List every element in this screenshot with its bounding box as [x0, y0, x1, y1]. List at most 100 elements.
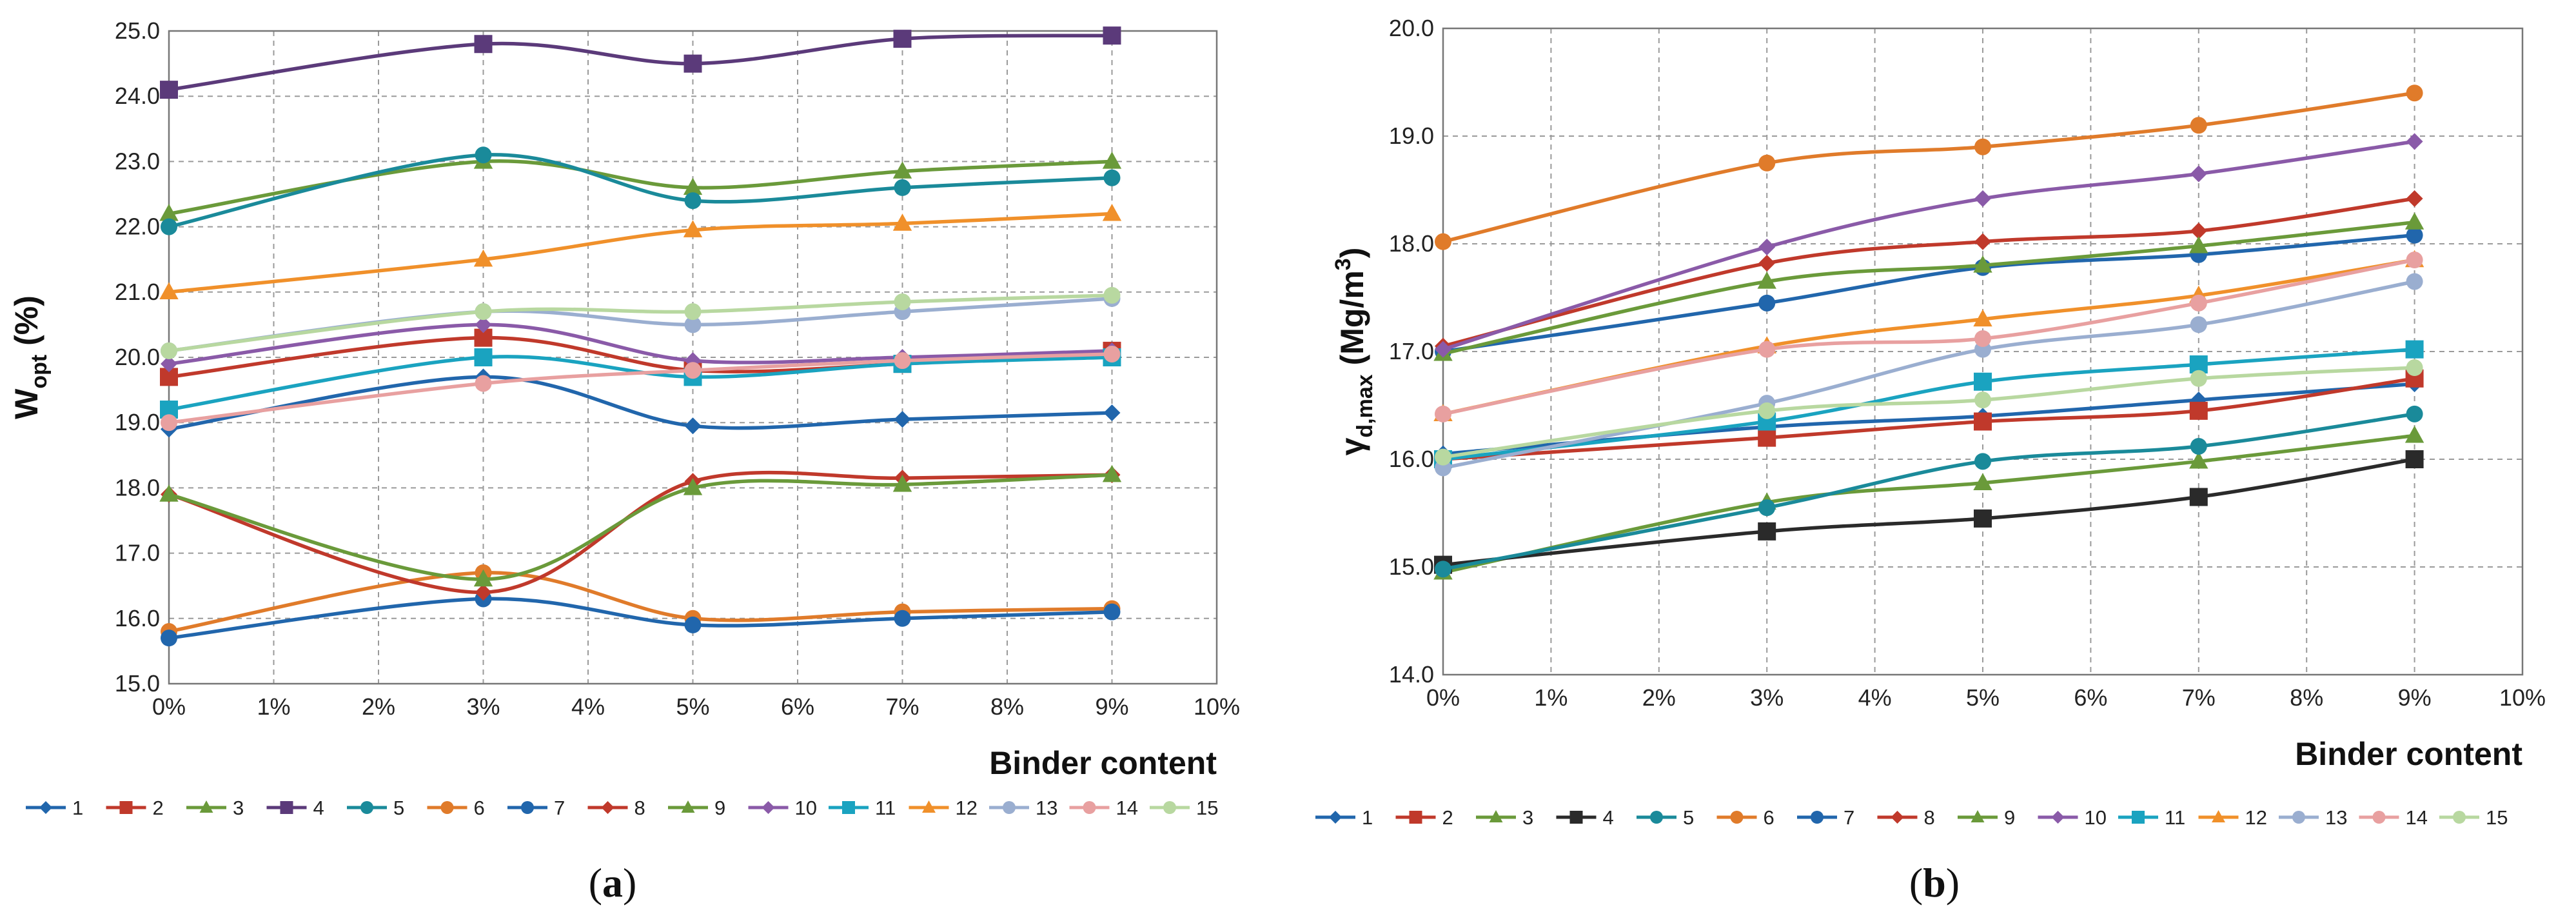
series-line: [1442, 220, 2415, 355]
legend-marker: [762, 801, 775, 814]
legend-label: 1: [72, 797, 83, 819]
legend-entry-1: 1: [26, 797, 83, 819]
data-point: [1102, 152, 1122, 169]
series-line: [168, 473, 1112, 581]
panel-label-close: ): [623, 860, 636, 906]
data-point: [160, 400, 178, 419]
data-point: [1974, 330, 1991, 347]
legend-marker: [922, 800, 936, 813]
data-point: [473, 569, 493, 587]
panel-label-open: (: [1909, 860, 1923, 906]
legend-entry-13: 13: [2279, 806, 2347, 829]
series-line: [168, 571, 1112, 633]
y-tick-labels: 14.0 15.0 16.0 17.0 18.0 19.0 20.0: [1389, 15, 1434, 688]
data-point: [1435, 405, 1451, 422]
legend-marker: [1891, 811, 1904, 824]
x-tick-label: 7%: [885, 693, 919, 720]
series-10: [1435, 133, 2423, 358]
y-axis-title-main: γ: [1334, 437, 1370, 455]
data-point: [683, 220, 703, 237]
x-tick-label: 1%: [257, 693, 290, 720]
x-tick-label: 6%: [2074, 684, 2107, 711]
legend-marker: [39, 801, 52, 814]
legend-entry-10: 10: [2038, 806, 2107, 829]
legend-entry-11: 11: [2118, 806, 2185, 829]
data-point: [1973, 309, 1992, 327]
legend-marker: [1811, 811, 1824, 824]
series-15: [161, 286, 1121, 359]
y-axis-title-subscript: opt: [27, 355, 52, 389]
data-point: [684, 316, 702, 333]
legend-marker: [199, 800, 213, 813]
legend-marker: [842, 801, 855, 814]
y-tick-label: 16.0: [1389, 446, 1434, 472]
legend-label: 7: [554, 797, 565, 819]
x-tick-label: 7%: [2182, 684, 2216, 711]
data-point: [2190, 370, 2207, 387]
y-tick-label: 24.0: [115, 83, 160, 109]
data-point: [2190, 294, 2207, 312]
data-point: [1103, 26, 1121, 45]
data-point: [474, 35, 493, 54]
legend-label: 8: [1924, 806, 1935, 829]
data-point: [1973, 255, 1992, 273]
y-tick-label: 20.0: [1389, 15, 1434, 41]
legend-label: 11: [2165, 806, 2185, 829]
x-tick-label: 2%: [362, 693, 395, 720]
legend-marker: [2212, 810, 2225, 822]
legend-entry-15: 15: [2439, 806, 2508, 829]
data-point: [1758, 154, 1776, 172]
data-point: [683, 478, 703, 495]
data-point: [160, 81, 178, 99]
legend-label: 2: [1442, 806, 1453, 829]
y-tick-label: 18.0: [1389, 230, 1434, 257]
legend-label: 1: [1362, 806, 1373, 829]
legend-marker: [1569, 811, 1583, 824]
legend-marker: [280, 801, 293, 814]
legend-marker: [2132, 811, 2145, 824]
data-point: [1758, 255, 1776, 272]
legend-label: 14: [2406, 806, 2428, 829]
legend-marker: [440, 801, 454, 814]
y-axis-title-superscript: 3: [1331, 258, 1355, 270]
data-point: [475, 146, 492, 164]
legend-label: 6: [1764, 806, 1775, 829]
legend-marker: [1489, 810, 1503, 822]
panel-label: (a): [589, 860, 637, 906]
legend-marker: [2453, 811, 2466, 824]
data-point: [1758, 402, 1776, 419]
legend-entry-3: 3: [1476, 806, 1533, 829]
x-tick-label: 5%: [676, 693, 709, 720]
data-point: [2189, 355, 2208, 374]
data-point: [1974, 372, 1992, 391]
legend-marker: [2051, 811, 2065, 824]
legend-label: 11: [875, 797, 896, 819]
legend-entry-10: 10: [748, 797, 817, 819]
series-line: [1442, 366, 2415, 459]
data-point: [892, 474, 912, 492]
legend-entry-7: 7: [507, 797, 565, 819]
legend-label: 8: [634, 797, 645, 819]
legend-label: 13: [2325, 806, 2347, 829]
legend-label: 10: [2085, 806, 2107, 829]
series-line: [168, 352, 1112, 424]
legend-entry-12: 12: [909, 797, 978, 819]
y-axis-title-subscript: d,max: [1353, 374, 1377, 437]
data-point: [2406, 273, 2423, 290]
legend-label: 5: [1683, 806, 1694, 829]
data-point: [2406, 359, 2423, 377]
data-point: [475, 303, 492, 321]
series-line: [168, 597, 1112, 640]
legend-entry-14: 14: [1069, 797, 1138, 819]
data-point: [1758, 522, 1776, 541]
data-point: [894, 293, 911, 310]
x-tick-labels: 0% 1% 2% 3% 4% 5% 6% 7% 8% 9% 10%: [152, 693, 1240, 720]
data-point: [1974, 233, 1991, 250]
series-line: [168, 375, 1112, 432]
legend-label: 13: [1036, 797, 1057, 819]
data-point: [161, 342, 177, 359]
legend-entry-7: 7: [1797, 806, 1854, 829]
series-line: [1442, 197, 2415, 348]
legend-entry-2: 2: [106, 797, 164, 819]
x-tick-label: 9%: [2398, 684, 2432, 711]
